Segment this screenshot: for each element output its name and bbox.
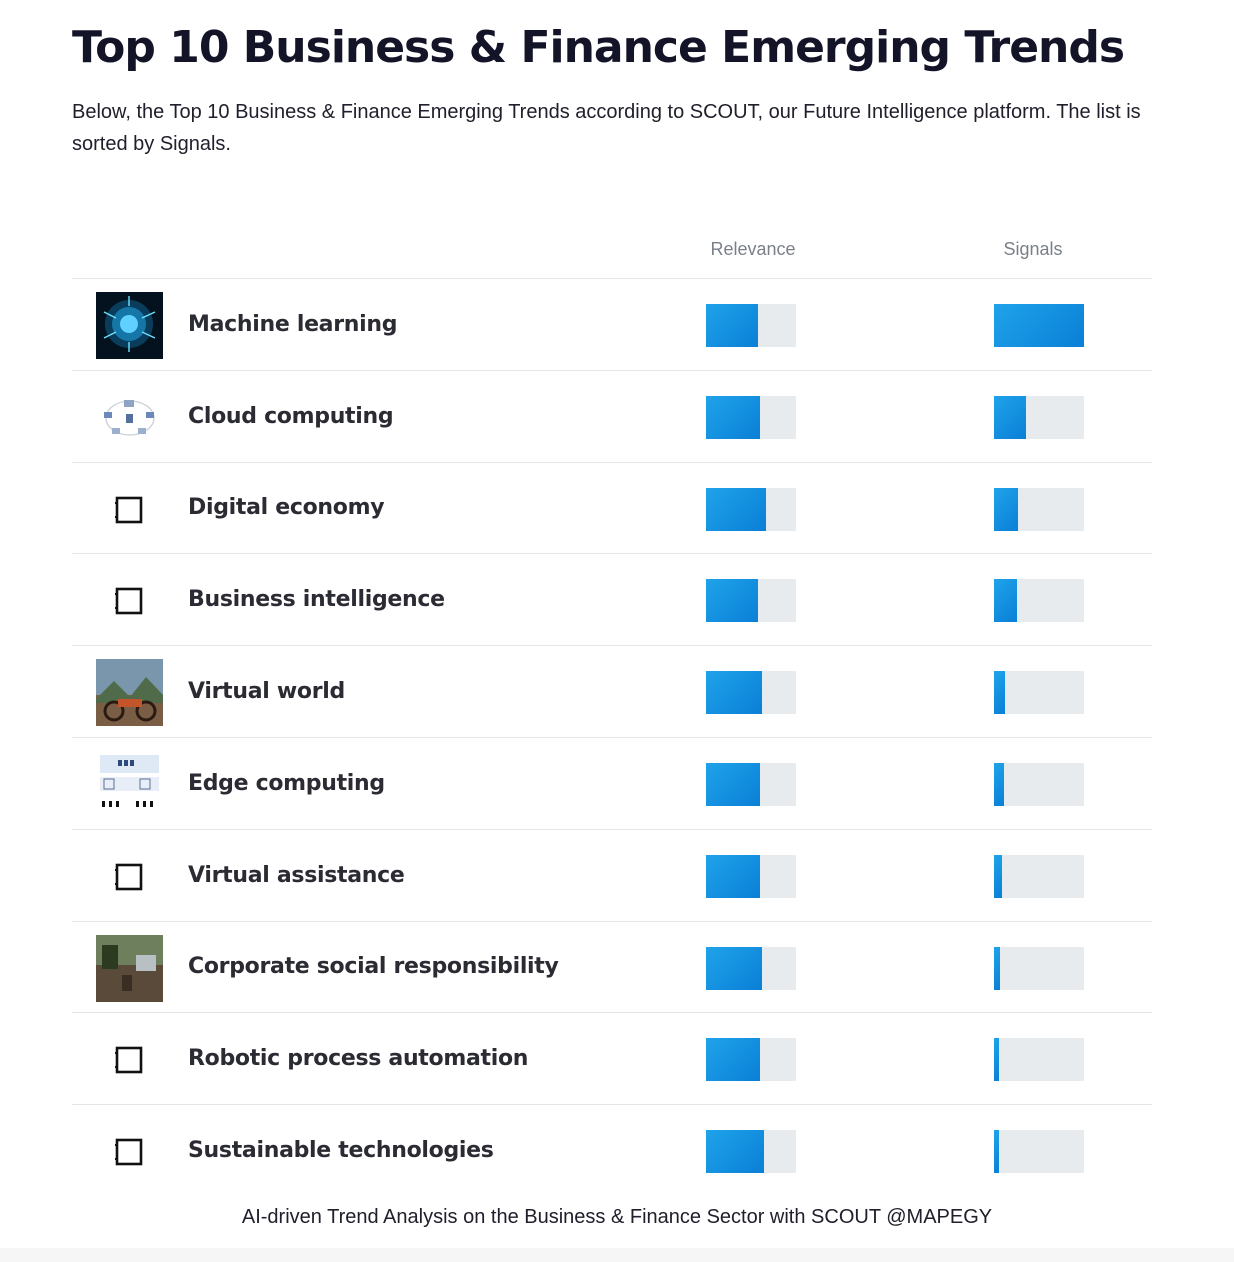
signals-bar xyxy=(994,671,1005,715)
signals-bar xyxy=(994,304,1084,347)
trend-thumbnail-photo-image xyxy=(96,934,163,1002)
trend-name: Virtual assistance xyxy=(188,862,405,888)
relevance-bar-track xyxy=(706,395,796,439)
placeholder-square-icon xyxy=(96,567,163,634)
table-row: Cloud computing xyxy=(72,369,1152,462)
table-row: Virtual world xyxy=(72,645,1152,737)
signals-bar-track xyxy=(994,395,1084,439)
relevance-bar xyxy=(706,487,767,531)
signals-bar-track xyxy=(994,671,1084,715)
signals-bar-track xyxy=(994,579,1084,623)
relevance-bar xyxy=(706,762,760,806)
table-row: Virtual assistance xyxy=(72,828,1152,921)
signals-bar-track xyxy=(994,946,1084,990)
trend-thumbnail-edge-diagram-image xyxy=(96,750,163,818)
signals-bar xyxy=(994,487,1019,531)
trend-table: Machine learning Cloud computing Digital e… xyxy=(72,278,1152,1196)
signals-bar-track xyxy=(994,1038,1084,1082)
signals-bar xyxy=(994,854,1003,898)
signals-bar xyxy=(994,946,1001,990)
signals-bar xyxy=(994,762,1004,806)
trend-name: Cloud computing xyxy=(188,403,394,429)
trend-name: Edge computing xyxy=(188,770,385,796)
relevance-bar xyxy=(706,579,759,623)
relevance-bar-track xyxy=(706,1038,796,1082)
table-row: Digital economy xyxy=(72,461,1152,554)
relevance-bar xyxy=(706,395,760,439)
trend-thumbnail-virtual-world-image xyxy=(96,659,163,727)
relevance-bar xyxy=(706,304,759,347)
column-header-relevance: Relevance xyxy=(710,239,796,259)
relevance-bar xyxy=(706,1130,764,1174)
trend-thumbnail-brain-circuit-image xyxy=(96,292,163,359)
relevance-bar-track xyxy=(706,487,796,531)
relevance-bar xyxy=(706,671,762,715)
page-subtitle: Below, the Top 10 Business & Finance Eme… xyxy=(72,101,1141,155)
relevance-bar xyxy=(706,854,760,898)
relevance-bar-track xyxy=(706,671,796,715)
table-row: Edge computing xyxy=(72,736,1152,829)
table-row: Robotic process automation xyxy=(72,1012,1152,1104)
relevance-bar-track xyxy=(706,854,796,898)
signals-bar-track xyxy=(994,854,1084,898)
trend-name: Corporate social responsibility xyxy=(188,954,559,980)
trend-name: Machine learning xyxy=(188,311,398,337)
trend-name: Robotic process automation xyxy=(188,1046,529,1072)
relevance-bar-track xyxy=(706,946,796,990)
relevance-bar-track xyxy=(706,579,796,623)
relevance-bar xyxy=(706,946,762,990)
signals-bar xyxy=(994,1038,999,1082)
signals-bar-track xyxy=(994,1130,1084,1174)
placeholder-square-icon xyxy=(96,1026,163,1093)
placeholder-square-icon xyxy=(96,476,163,543)
table-row: Business intelligence xyxy=(72,553,1152,645)
column-header-signals: Signals xyxy=(1003,239,1063,259)
relevance-bar-track xyxy=(706,304,796,347)
relevance-bar xyxy=(706,1038,760,1082)
signals-bar-track xyxy=(994,304,1084,347)
trend-name: Sustainable technologies xyxy=(188,1138,494,1164)
trend-name: Virtual world xyxy=(188,679,345,705)
relevance-bar-track xyxy=(706,1130,796,1174)
signals-bar-track xyxy=(994,762,1084,806)
page-title: Top 10 Business & Finance Emerging Trend… xyxy=(72,22,1125,73)
trend-thumbnail-cloud-diagram-image xyxy=(96,383,163,451)
placeholder-square-icon xyxy=(96,843,163,910)
trend-name: Business intelligence xyxy=(188,587,445,613)
trend-name: Digital economy xyxy=(188,495,385,521)
table-row: Machine learning xyxy=(72,278,1152,370)
signals-bar xyxy=(994,395,1026,439)
signals-bar xyxy=(994,579,1018,623)
relevance-bar-track xyxy=(706,762,796,806)
table-row: Sustainable technologies xyxy=(72,1104,1152,1196)
placeholder-square-icon xyxy=(96,1118,163,1185)
signals-bar-track xyxy=(994,487,1084,531)
table-row: Corporate social responsibility xyxy=(72,920,1152,1013)
footer-caption: AI-driven Trend Analysis on the Business… xyxy=(241,1206,993,1228)
bottom-band xyxy=(0,1248,1234,1262)
signals-bar xyxy=(994,1130,999,1174)
